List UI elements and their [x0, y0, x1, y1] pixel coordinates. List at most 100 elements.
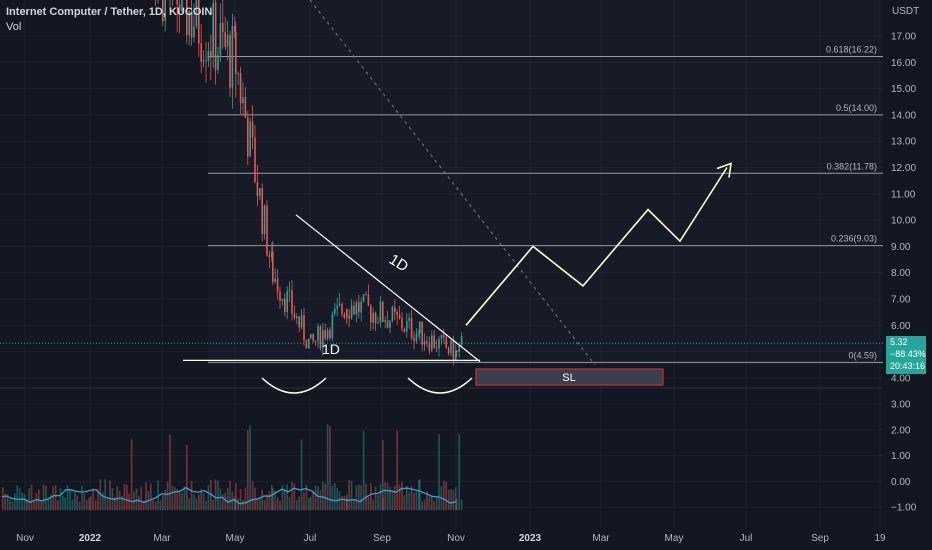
time-tick-label: Sep	[373, 533, 391, 544]
volume-bar	[291, 481, 293, 511]
volume-bar	[45, 485, 47, 511]
candle-body	[350, 305, 353, 319]
projection-arrowhead	[716, 162, 732, 178]
candle-body	[286, 291, 288, 312]
candle-body	[408, 317, 410, 321]
volume-bar	[123, 484, 126, 511]
candle-body	[326, 329, 329, 339]
volume-bar	[118, 490, 121, 511]
candle-body	[305, 340, 308, 349]
candle-body	[176, 0, 178, 5]
candle-body	[303, 315, 305, 341]
volume-bar	[57, 500, 59, 511]
volume-bar	[30, 484, 33, 511]
volume-bar	[296, 499, 298, 511]
price-tick-label: 0.00	[891, 477, 911, 488]
volume-bar	[50, 494, 52, 511]
candle-body	[460, 336, 463, 346]
volume-bar	[235, 483, 237, 511]
volume-bar	[384, 481, 386, 511]
volume-bar	[458, 433, 460, 511]
candle-body	[341, 303, 343, 314]
time-tick-label: Mar	[592, 533, 610, 544]
fib-level-label: 0(4.59)	[848, 350, 877, 360]
candle-body	[452, 339, 455, 361]
candle-body	[403, 328, 406, 332]
candle-body	[239, 72, 242, 104]
volume-bar	[186, 444, 188, 511]
time-tick-label: Jul	[304, 533, 317, 544]
candle-body	[188, 11, 190, 36]
candle-body	[334, 308, 336, 314]
volume-bar	[78, 501, 81, 511]
volume-bar	[212, 500, 214, 511]
candle-body	[372, 312, 374, 323]
candle-body	[308, 338, 310, 349]
candle-body	[293, 313, 296, 319]
candle-body	[224, 32, 226, 47]
volume-bar	[171, 485, 174, 511]
volume-bar	[455, 487, 457, 511]
time-tick-label: Mar	[153, 533, 171, 544]
fib-retracement[interactable]: 0.618(16.22) 0.5(14.00) 0.382(11.78) 0.236(…	[0, 45, 883, 363]
volume-bar	[398, 484, 401, 511]
volume-bar	[40, 501, 42, 511]
candle-body	[374, 312, 377, 324]
volume-bar	[394, 485, 396, 511]
candle-body	[362, 294, 365, 302]
volume-bar	[135, 488, 138, 511]
candle-body	[298, 316, 300, 328]
volume-bar	[130, 439, 133, 511]
price-axis[interactable]: USDT 17.00 16.00 15.00 14.00 13.00 12.00 11.00 1…	[883, 0, 932, 550]
volume-bar	[164, 489, 166, 511]
candle-body	[443, 335, 445, 338]
volume-bar	[406, 485, 408, 511]
volume-bar	[435, 497, 438, 511]
volume-bar	[52, 486, 54, 511]
volume-bar	[169, 434, 171, 511]
candle-body	[382, 301, 384, 322]
volume-bar	[138, 495, 140, 511]
candle-body	[413, 337, 415, 342]
candle-body	[254, 137, 256, 183]
time-axis[interactable]: Nov 2022 Mar May Jul Sep Nov 2023 Mar May Jul Sep 19	[16, 533, 886, 544]
volume-bar	[460, 499, 463, 511]
volume-bar	[176, 489, 178, 511]
price-tick-label: 12.00	[891, 163, 916, 174]
volume-bar	[386, 482, 389, 511]
volume-bar	[358, 484, 360, 511]
price-tick-label: 1.00	[891, 451, 911, 462]
volume-bar	[157, 480, 159, 511]
volume-bar	[21, 492, 23, 511]
candle-body	[244, 97, 247, 118]
candle-body	[377, 322, 379, 324]
candle-body	[291, 290, 293, 314]
volume-bar	[193, 494, 195, 511]
candle-body	[365, 294, 367, 296]
candle-body	[247, 117, 249, 157]
candle-body	[396, 311, 398, 316]
time-tick-label: Nov	[16, 533, 34, 544]
volume-bar	[23, 493, 26, 511]
candle-body	[386, 320, 389, 328]
volume-bar	[64, 497, 66, 511]
volume-indicator-label[interactable]: Vol	[6, 21, 22, 33]
volume-bar	[90, 496, 92, 511]
price-tick-label: 17.00	[891, 32, 916, 43]
volume-ma-line	[1, 486, 457, 505]
candle-body	[288, 290, 291, 292]
symbol-title[interactable]: Internet Computer / Tether, 1D, KUCOIN	[6, 6, 213, 18]
volume-bar	[334, 483, 336, 511]
price-tick-label: 16.00	[891, 58, 916, 69]
candle-body	[433, 335, 435, 348]
volume-bar	[418, 480, 420, 511]
volume-bar	[109, 480, 111, 511]
volume-bar	[298, 496, 300, 511]
volume-bar	[210, 480, 212, 511]
volume-bar	[81, 485, 83, 511]
volume-bar	[433, 501, 435, 511]
candle-body	[207, 50, 210, 61]
candle-body	[276, 278, 279, 292]
